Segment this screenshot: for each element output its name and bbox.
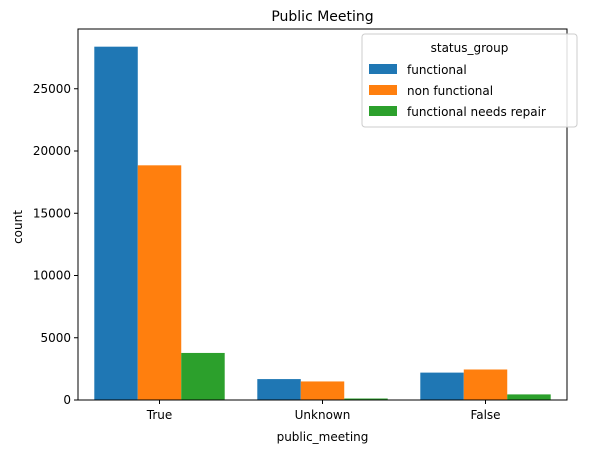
bar-functional-unknown (257, 379, 301, 400)
y-tick-label: 25000 (33, 82, 71, 96)
y-tick-label: 20000 (33, 144, 71, 158)
legend-label: non functional (407, 84, 493, 98)
legend-swatch (369, 85, 397, 95)
y-axis: 0 5000 10000 15000 20000 25000 (33, 82, 78, 407)
bar-functional-needs-repair-true (181, 352, 225, 400)
legend-label: functional (407, 63, 467, 77)
y-tick-label: 0 (63, 393, 71, 407)
bar-non-functional-unknown (300, 381, 345, 400)
bar-functional-true (94, 46, 138, 401)
bar-functional-needs-repair-unknown (344, 398, 388, 400)
y-axis-label: count (11, 210, 25, 244)
x-axis: True Unknown False (146, 400, 501, 422)
bar-functional-needs-repair-false (507, 394, 551, 400)
legend-swatch (369, 64, 397, 74)
chart-title: Public Meeting (271, 9, 373, 25)
x-axis-label: public_meeting (277, 430, 369, 444)
x-tick-label: True (146, 408, 173, 422)
legend-swatch (369, 106, 397, 116)
bar-functional-false (420, 372, 464, 400)
bars-group (94, 46, 551, 401)
x-tick-label: Unknown (295, 408, 351, 422)
bar-non-functional-false (463, 369, 508, 400)
x-tick-label: False (470, 408, 500, 422)
legend-box (361, 33, 578, 128)
legend-title: status_group (431, 41, 509, 55)
y-tick-label: 15000 (33, 206, 71, 220)
legend: status_group functional non functional fun… (361, 33, 578, 128)
y-tick-label: 10000 (33, 269, 71, 283)
bar-non-functional-true (137, 165, 182, 400)
plot-frame (77, 28, 568, 401)
legend-label: functional needs repair (407, 105, 546, 119)
y-tick-label: 5000 (40, 331, 71, 345)
